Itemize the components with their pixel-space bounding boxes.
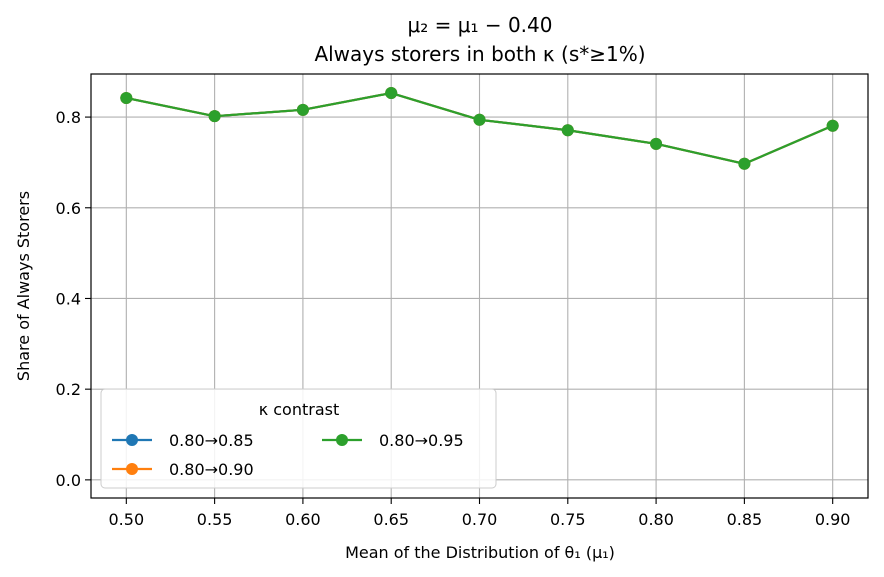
legend-entry: 0.80→0.90	[112, 460, 254, 479]
legend-swatch-marker	[126, 463, 138, 475]
legend: κ contrast 0.80→0.85 0.80→0.90 0.80→0.95	[100, 388, 497, 489]
data-point	[296, 103, 309, 116]
data-point	[473, 113, 486, 126]
legend-entry: 0.80→0.85	[112, 431, 254, 450]
y-axis-label: Share of Always Storers	[14, 191, 33, 381]
x-tick-label: 0.80	[638, 510, 674, 529]
y-axis-ticks: 0.0 0.2 0.4 0.6 0.8	[56, 108, 91, 490]
x-tick-label: 0.55	[197, 510, 233, 529]
data-point	[208, 110, 221, 123]
x-tick-label: 0.70	[462, 510, 498, 529]
x-axis-ticks: 0.50 0.55 0.60 0.65 0.70 0.75 0.80 0.85 0.90	[109, 498, 851, 529]
x-tick-label: 0.65	[373, 510, 409, 529]
legend-title: κ contrast	[259, 400, 340, 419]
data-point	[826, 119, 839, 132]
x-tick-label: 0.75	[550, 510, 586, 529]
x-tick-label: 0.90	[815, 510, 851, 529]
data-point	[738, 157, 751, 170]
legend-swatch-marker	[336, 434, 348, 446]
legend-label: 0.80→0.85	[169, 431, 254, 450]
data-point	[561, 124, 574, 137]
x-tick-label: 0.50	[109, 510, 145, 529]
data-point	[650, 137, 663, 150]
legend-swatch-marker	[126, 434, 138, 446]
legend-label: 0.80→0.90	[169, 460, 254, 479]
chart-subtitle: Always storers in both κ (s*≥1%)	[314, 42, 645, 66]
y-tick-label: 0.4	[56, 289, 81, 308]
x-tick-label: 0.85	[727, 510, 763, 529]
legend-entry: 0.80→0.95	[322, 431, 464, 450]
series-3	[120, 87, 839, 170]
y-tick-label: 0.8	[56, 108, 81, 127]
x-tick-label: 0.60	[285, 510, 321, 529]
legend-box	[100, 388, 497, 489]
series-layer	[120, 87, 839, 170]
y-tick-label: 0.2	[56, 380, 81, 399]
chart-title: μ₂ = μ₁ − 0.40	[408, 13, 553, 37]
y-tick-label: 0.6	[56, 199, 81, 218]
x-axis-label: Mean of the Distribution of θ₁ (μ₁)	[345, 543, 615, 562]
data-point	[120, 92, 133, 105]
legend-label: 0.80→0.95	[379, 431, 464, 450]
data-point	[385, 87, 398, 100]
y-tick-label: 0.0	[56, 471, 81, 490]
